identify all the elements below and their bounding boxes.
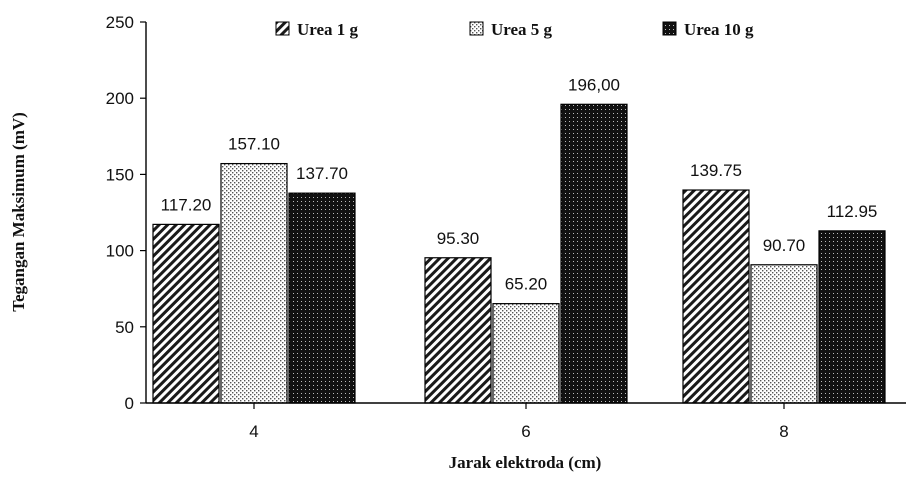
data-label: 65.20 [505, 275, 548, 294]
bar-urea-1-g-6 [424, 257, 492, 404]
x-axis-title: Jarak elektroda (cm) [449, 453, 602, 472]
data-labels: 117.20 157.10 137.70 95.30 65.20 196,00 139.75… [161, 75, 878, 293]
x-tick-label: 6 [521, 422, 530, 441]
bar-series [152, 103, 886, 404]
legend-label-urea-1g: Urea 1 g [297, 20, 359, 39]
bar-urea-5-g-4 [220, 162, 288, 404]
legend: Urea 1 g Urea 5 g Urea 10 g [275, 20, 754, 39]
legend-label-urea-5g: Urea 5 g [491, 20, 553, 39]
x-tick-label: 4 [249, 422, 258, 441]
y-tick-label: 250 [106, 13, 134, 32]
y-axis-title: Tegangan Maksimum (mV) [9, 112, 28, 312]
bar-urea-5-g-8 [750, 264, 818, 404]
y-axis-ticks: 0 50 100 150 200 250 [106, 13, 146, 413]
x-axis-ticks: 4 6 8 [249, 403, 789, 441]
data-label: 157.10 [228, 135, 280, 154]
x-tick-label: 8 [779, 422, 788, 441]
legend-swatch-urea-1g [275, 21, 290, 36]
data-label: 95.30 [437, 229, 480, 248]
legend-label-urea-10g: Urea 10 g [684, 20, 754, 39]
bar-urea-1-g-4 [152, 223, 220, 404]
bar-urea-1-g-8 [682, 189, 750, 404]
y-tick-label: 100 [106, 242, 134, 261]
data-label: 196,00 [568, 75, 620, 94]
y-tick-label: 150 [106, 165, 134, 184]
data-label: 117.20 [161, 195, 212, 214]
y-tick-label: 50 [115, 318, 134, 337]
data-label: 139.75 [690, 161, 742, 180]
data-label: 90.70 [763, 236, 806, 255]
y-tick-label: 200 [106, 89, 134, 108]
bar-urea-10-g-6 [560, 103, 628, 404]
legend-swatch-urea-5g [469, 21, 484, 36]
data-label: 137.70 [296, 164, 348, 183]
bar-urea-10-g-8 [818, 230, 886, 404]
bar-urea-5-g-6 [492, 303, 560, 404]
legend-swatch-urea-10g [662, 21, 677, 36]
data-label: 112.95 [827, 202, 878, 221]
bar-urea-10-g-4 [288, 192, 356, 404]
y-tick-label: 0 [125, 394, 134, 413]
